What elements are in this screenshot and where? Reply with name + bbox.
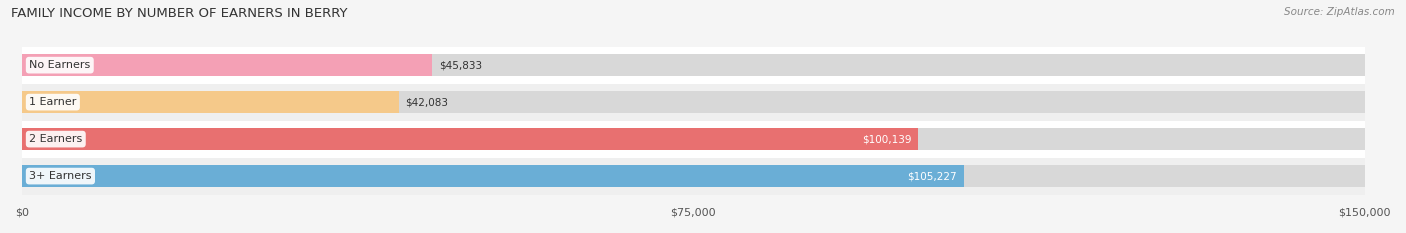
- Text: 2 Earners: 2 Earners: [30, 134, 83, 144]
- Text: $42,083: $42,083: [405, 97, 449, 107]
- Bar: [22, 128, 918, 150]
- Bar: [22, 47, 1365, 84]
- Bar: [22, 91, 399, 113]
- Text: 3+ Earners: 3+ Earners: [30, 171, 91, 181]
- Text: $45,833: $45,833: [439, 60, 482, 70]
- Text: $100,139: $100,139: [862, 134, 911, 144]
- Bar: [22, 55, 432, 76]
- Bar: [22, 55, 1365, 76]
- Bar: [22, 91, 1365, 113]
- Bar: [22, 128, 1365, 150]
- Bar: [22, 121, 1365, 158]
- Text: No Earners: No Earners: [30, 60, 90, 70]
- Text: FAMILY INCOME BY NUMBER OF EARNERS IN BERRY: FAMILY INCOME BY NUMBER OF EARNERS IN BE…: [11, 7, 347, 20]
- Text: $105,227: $105,227: [908, 171, 957, 181]
- Bar: [22, 84, 1365, 121]
- Bar: [22, 165, 1365, 187]
- Bar: [22, 165, 965, 187]
- Text: Source: ZipAtlas.com: Source: ZipAtlas.com: [1284, 7, 1395, 17]
- Bar: [22, 158, 1365, 195]
- Text: 1 Earner: 1 Earner: [30, 97, 76, 107]
